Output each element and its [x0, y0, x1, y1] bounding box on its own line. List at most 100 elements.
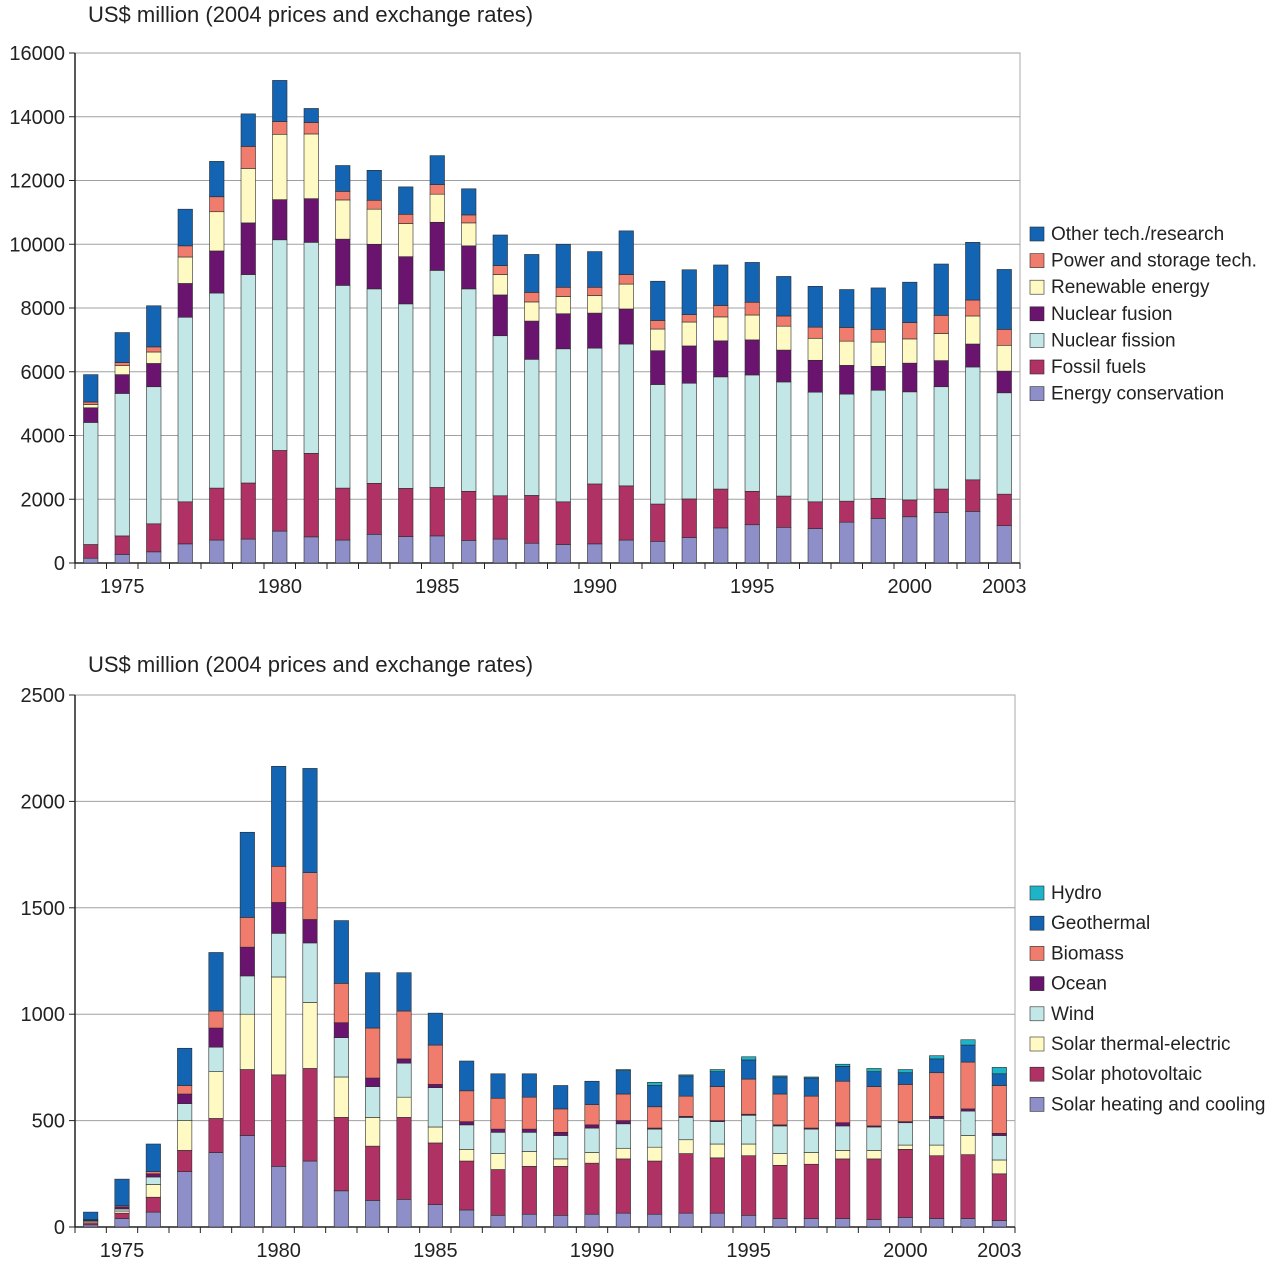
bar-segment [146, 351, 162, 364]
bar-segment [835, 1125, 851, 1151]
bar-segment [902, 516, 918, 564]
bar-segment [114, 374, 130, 394]
bar-segment [587, 295, 603, 314]
bar-segment [584, 1152, 600, 1164]
bar-segment [240, 222, 256, 275]
bar-segment [807, 528, 823, 564]
bar-segment [929, 1116, 945, 1119]
y-tick-label: 500 [32, 1111, 65, 1133]
bar-segment [772, 1164, 788, 1219]
bar-segment [427, 1142, 443, 1205]
bar-segment [897, 1069, 913, 1074]
bar-segment [145, 1176, 161, 1185]
bar-segment [553, 1214, 569, 1228]
bar-segment [584, 1104, 600, 1126]
bar-segment [177, 1171, 193, 1228]
bar-segment [524, 320, 540, 360]
bar-segment [365, 1200, 381, 1228]
bar-segment [991, 1173, 1007, 1221]
bar-segment [521, 1073, 537, 1098]
bar-segment [398, 536, 414, 564]
bar-segment [271, 1166, 287, 1228]
bar-segment [933, 360, 949, 388]
bar-segment [996, 493, 1012, 527]
bar-segment [897, 1072, 913, 1085]
bar-segment [870, 389, 886, 499]
bar-segment [647, 1085, 663, 1108]
bar-segment [553, 1085, 569, 1110]
bar-segment [960, 1108, 976, 1112]
bar-segment [492, 265, 508, 275]
bar-segment [807, 326, 823, 339]
bar-segment [744, 314, 760, 341]
bar-segment [335, 487, 351, 541]
bar-segment [807, 501, 823, 529]
bar-segment [272, 530, 288, 564]
bar-segment [524, 301, 540, 322]
bar-segment [555, 348, 571, 503]
bar-segment [239, 831, 255, 918]
bar-segment [996, 392, 1012, 495]
bar-segment [461, 540, 477, 564]
x-tick-label: 1990 [570, 1240, 615, 1262]
bar-segment [991, 1067, 1007, 1075]
bar-segment [960, 1110, 976, 1136]
bar-segment [177, 1103, 193, 1121]
bar-segment [177, 245, 193, 258]
bar-segment [965, 299, 981, 317]
bar-segment [584, 1124, 600, 1129]
bar-segment [991, 1135, 1007, 1161]
bar-segment [650, 503, 666, 542]
bar-segment [240, 113, 256, 147]
bar-segment [835, 1066, 851, 1082]
bar-segment [803, 1163, 819, 1219]
bar-segment [208, 1010, 224, 1029]
bar-segment [303, 198, 319, 243]
bar-segment [177, 1047, 193, 1086]
bar-segment [83, 407, 99, 423]
bar-segment [333, 1076, 349, 1118]
bar-segment [618, 230, 634, 275]
bar-segment [272, 121, 288, 135]
y-tick-label: 0 [54, 1217, 65, 1239]
bar-segment [866, 1071, 882, 1087]
legend-label: Renewable energy [1051, 277, 1210, 298]
bar-segment [396, 972, 412, 1012]
y-axis-unit-label: US$ million (2004 prices and exchange ra… [88, 652, 534, 677]
bar-segment [807, 337, 823, 361]
legend-swatch [1029, 359, 1045, 375]
bar-segment [177, 1150, 193, 1172]
bar-segment [146, 363, 162, 388]
bar-segment [618, 485, 634, 541]
bar-segment [960, 1039, 976, 1046]
bar-segment [650, 280, 666, 321]
bar-segment [208, 1071, 224, 1119]
bar-segment [929, 1055, 945, 1060]
bar-segment [587, 312, 603, 349]
bar-segment [145, 1184, 161, 1198]
bar-segment [866, 1086, 882, 1127]
bar-segment [272, 199, 288, 241]
bar-segment [615, 1212, 631, 1228]
bar-segment [427, 1044, 443, 1085]
bar-segment [615, 1147, 631, 1160]
bar-segment [615, 1158, 631, 1214]
bar-segment [366, 534, 382, 564]
bar-segment [807, 391, 823, 503]
bar-segment [239, 1135, 255, 1228]
legend-label: Power and storage tech. [1051, 251, 1257, 272]
bar-segment [208, 1152, 224, 1228]
bar-segment [429, 270, 445, 488]
bar-segment [776, 495, 792, 528]
bar-segment [650, 541, 666, 564]
bar-segment [177, 1093, 193, 1104]
bar-segment [555, 501, 571, 545]
bar-segment [490, 1153, 506, 1170]
bar-segment [333, 1117, 349, 1192]
x-tick-label: 1990 [573, 576, 618, 598]
bar-segment [145, 1171, 161, 1175]
bar-segment [177, 501, 193, 545]
bar-segment [459, 1060, 475, 1092]
bar-segment [461, 288, 477, 492]
energy-rd-chart-plot: 0 2000 4000 6000 8000 10000 12000 14000 16000 197… [9, 43, 1257, 598]
